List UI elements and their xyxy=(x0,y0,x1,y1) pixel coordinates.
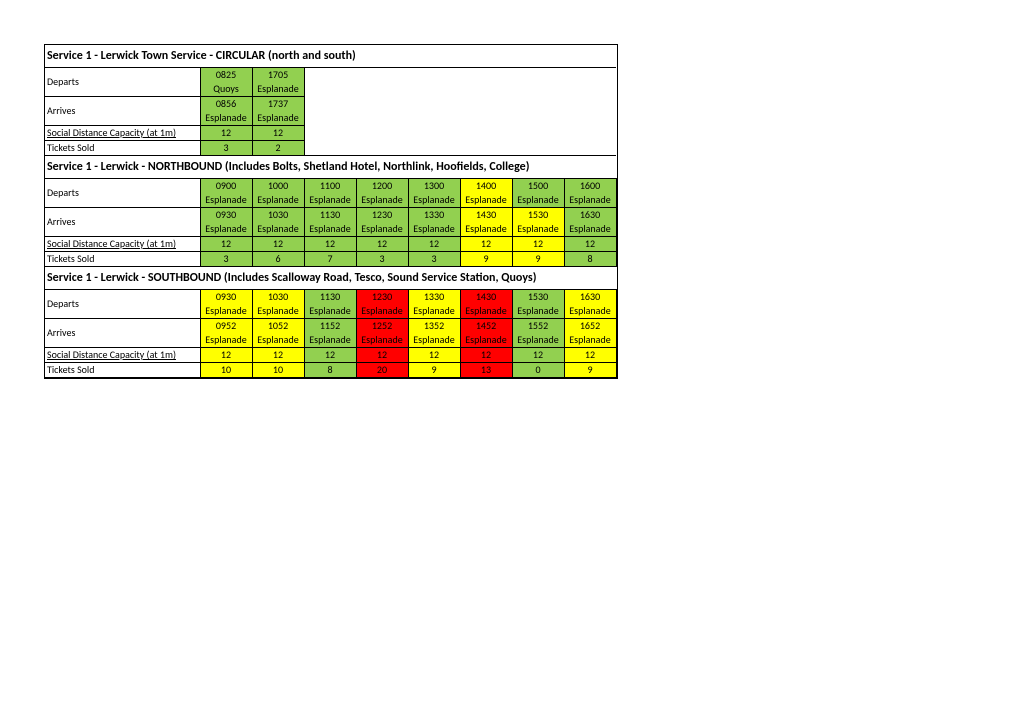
capacity-cell: 12 xyxy=(304,237,356,252)
departs-cell: 1530Esplanade xyxy=(512,290,564,319)
tickets-cell: 9 xyxy=(460,252,512,267)
tickets-label: Tickets Sold xyxy=(45,141,200,156)
tickets-cell: 8 xyxy=(564,252,616,267)
capacity-cell: 12 xyxy=(200,126,252,141)
arrives-cell: 1252Esplanade xyxy=(356,319,408,348)
tickets-cell: 3 xyxy=(408,252,460,267)
departs-cell: 1630Esplanade xyxy=(564,290,616,319)
departs-cell: 1430Esplanade xyxy=(460,290,512,319)
tickets-cell: 7 xyxy=(304,252,356,267)
departs-cell: 1200Esplanade xyxy=(356,179,408,208)
capacity-label: Social Distance Capacity (at 1m) xyxy=(45,237,200,252)
capacity-cell: 12 xyxy=(512,348,564,363)
arrives-cell: 1130Esplanade xyxy=(304,208,356,237)
pad xyxy=(304,68,616,97)
arrives-cell: 1430Esplanade xyxy=(460,208,512,237)
arrives-cell: 1052Esplanade xyxy=(252,319,304,348)
section-title: Service 1 - Lerwick Town Service - CIRCU… xyxy=(45,45,616,68)
capacity-cell: 12 xyxy=(356,348,408,363)
departs-cell: 1330Esplanade xyxy=(408,290,460,319)
tickets-cell: 9 xyxy=(408,363,460,378)
departs-cell: 1230Esplanade xyxy=(356,290,408,319)
tickets-cell: 13 xyxy=(460,363,512,378)
capacity-cell: 12 xyxy=(252,237,304,252)
pad xyxy=(304,97,616,126)
capacity-cell: 12 xyxy=(408,348,460,363)
tickets-cell: 10 xyxy=(252,363,304,378)
capacity-label: Social Distance Capacity (at 1m) xyxy=(45,348,200,363)
arrives-cell: 0930Esplanade xyxy=(200,208,252,237)
departs-cell: 1030Esplanade xyxy=(252,290,304,319)
departs-label: Departs xyxy=(45,290,200,319)
arrives-cell: 0856Esplanade xyxy=(200,97,252,126)
timetable: Service 1 - Lerwick Town Service - CIRCU… xyxy=(45,45,617,378)
tickets-label: Tickets Sold xyxy=(45,363,200,378)
capacity-cell: 12 xyxy=(460,237,512,252)
arrives-cell: 1352Esplanade xyxy=(408,319,460,348)
departs-cell: 1000Esplanade xyxy=(252,179,304,208)
tickets-cell: 2 xyxy=(252,141,304,156)
timetable-container: Service 1 - Lerwick Town Service - CIRCU… xyxy=(44,44,618,379)
capacity-cell: 12 xyxy=(460,348,512,363)
arrives-cell: 1652Esplanade xyxy=(564,319,616,348)
arrives-cell: 1230Esplanade xyxy=(356,208,408,237)
departs-cell: 1100Esplanade xyxy=(304,179,356,208)
departs-cell: 0930Esplanade xyxy=(200,290,252,319)
capacity-cell: 12 xyxy=(252,348,304,363)
tickets-cell: 6 xyxy=(252,252,304,267)
departs-label: Departs xyxy=(45,68,200,97)
capacity-cell: 12 xyxy=(564,348,616,363)
capacity-cell: 12 xyxy=(304,348,356,363)
arrives-cell: 0952Esplanade xyxy=(200,319,252,348)
arrives-label: Arrives xyxy=(45,208,200,237)
capacity-cell: 12 xyxy=(252,126,304,141)
tickets-cell: 3 xyxy=(200,252,252,267)
tickets-cell: 20 xyxy=(356,363,408,378)
capacity-cell: 12 xyxy=(200,348,252,363)
arrives-cell: 1452Esplanade xyxy=(460,319,512,348)
departs-label: Departs xyxy=(45,179,200,208)
departs-cell: 1705Esplanade xyxy=(252,68,304,97)
tickets-cell: 10 xyxy=(200,363,252,378)
section-title: Service 1 - Lerwick - NORTHBOUND (Includ… xyxy=(45,156,616,179)
pad xyxy=(304,141,616,156)
capacity-cell: 12 xyxy=(564,237,616,252)
arrives-label: Arrives xyxy=(45,97,200,126)
departs-cell: 1300Esplanade xyxy=(408,179,460,208)
arrives-cell: 1530Esplanade xyxy=(512,208,564,237)
tickets-cell: 9 xyxy=(512,252,564,267)
capacity-cell: 12 xyxy=(356,237,408,252)
tickets-cell: 0 xyxy=(512,363,564,378)
capacity-label: Social Distance Capacity (at 1m) xyxy=(45,126,200,141)
departs-cell: 0900Esplanade xyxy=(200,179,252,208)
departs-cell: 1130Esplanade xyxy=(304,290,356,319)
tickets-cell: 8 xyxy=(304,363,356,378)
capacity-cell: 12 xyxy=(512,237,564,252)
departs-cell: 1600Esplanade xyxy=(564,179,616,208)
departs-cell: 1400Esplanade xyxy=(460,179,512,208)
section-title: Service 1 - Lerwick - SOUTHBOUND (Includ… xyxy=(45,267,616,290)
tickets-cell: 3 xyxy=(356,252,408,267)
pad xyxy=(304,126,616,141)
arrives-label: Arrives xyxy=(45,319,200,348)
arrives-cell: 1552Esplanade xyxy=(512,319,564,348)
arrives-cell: 1630Esplanade xyxy=(564,208,616,237)
arrives-cell: 1737Esplanade xyxy=(252,97,304,126)
tickets-label: Tickets Sold xyxy=(45,252,200,267)
arrives-cell: 1152Esplanade xyxy=(304,319,356,348)
tickets-cell: 9 xyxy=(564,363,616,378)
arrives-cell: 1330Esplanade xyxy=(408,208,460,237)
departs-cell: 1500Esplanade xyxy=(512,179,564,208)
tickets-cell: 3 xyxy=(200,141,252,156)
departs-cell: 0825Quoys xyxy=(200,68,252,97)
arrives-cell: 1030Esplanade xyxy=(252,208,304,237)
capacity-cell: 12 xyxy=(200,237,252,252)
capacity-cell: 12 xyxy=(408,237,460,252)
